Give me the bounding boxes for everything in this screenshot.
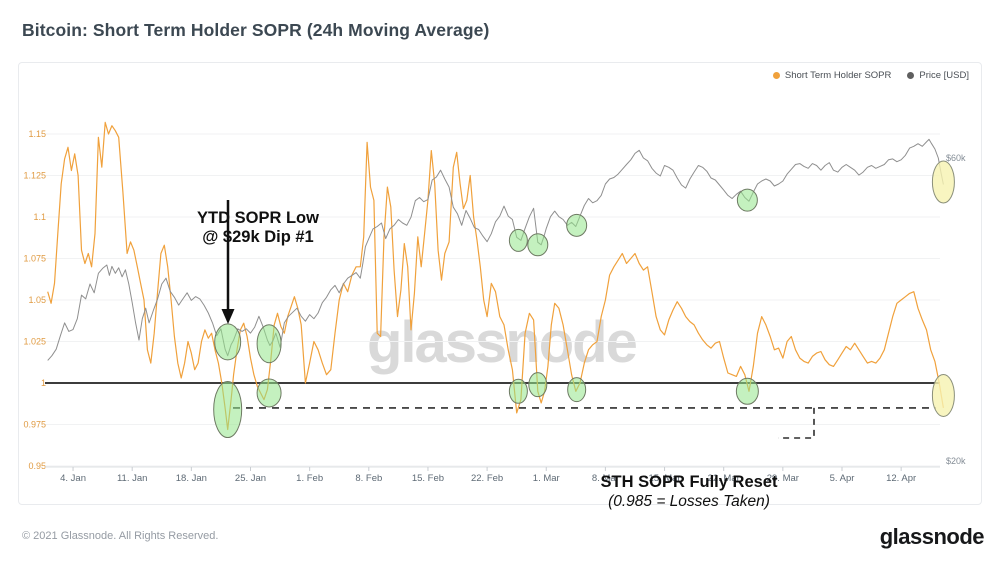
price-line	[47, 138, 944, 361]
x-axis-tick-label: 1. Feb	[296, 473, 323, 484]
annotation-reset-line2: (0.985 = Losses Taken)	[608, 492, 770, 510]
green-highlight-ellipse	[527, 233, 549, 257]
x-axis-tick-label: 15. Feb	[412, 473, 444, 484]
annotation-sth-sopr-reset: STH SOPR Fully Reset (0.985 = Losses Tak…	[574, 473, 804, 512]
x-axis-tick-label: 4. Jan	[60, 473, 86, 484]
green-highlight-ellipse	[735, 377, 759, 405]
left-axis-tick-label: 1.1	[33, 212, 46, 222]
left-axis-tick-label: 1.15	[28, 129, 46, 139]
left-axis-tick-label: 1.05	[28, 295, 46, 305]
left-axis-tick-label: 1	[41, 378, 46, 388]
sopr-legend-dot-icon	[772, 72, 780, 79]
x-axis-tick-label: 15. Mar	[648, 473, 680, 484]
x-axis-tick-label: 8. Feb	[355, 473, 382, 484]
copyright-text: © 2021 Glassnode. All Rights Reserved.	[22, 530, 219, 542]
x-axis-tick-label: 22. Mar	[708, 473, 740, 484]
yellow-highlight-ellipse	[931, 373, 955, 417]
sopr-line	[47, 121, 944, 431]
green-highlight-ellipse	[256, 378, 282, 408]
green-highlight-ellipse	[508, 228, 528, 252]
green-highlight-ellipse	[736, 188, 758, 212]
legend-item-price[interactable]: Price [USD]	[907, 70, 969, 81]
green-highlight-ellipse	[567, 377, 587, 403]
reset-callout-bracket	[778, 407, 815, 439]
x-axis-tick-label: 29. Mar	[767, 473, 799, 484]
legend-label-sopr: Short Term Holder SOPR	[784, 70, 892, 81]
x-axis-tick-label: 8. Mar	[592, 473, 619, 484]
annotation-ytd-line1: YTD SOPR Low	[197, 209, 319, 227]
left-axis-tick-label: 1.075	[23, 254, 46, 264]
x-axis-tick-label: 1. Mar	[533, 473, 560, 484]
x-axis-tick-label: 11. Jan	[117, 473, 147, 484]
page-title: Bitcoin: Short Term Holder SOPR (24h Mov…	[22, 20, 490, 40]
x-axis-tick-label: 22. Feb	[471, 473, 503, 484]
right-axis-tick-label: $60k	[946, 153, 966, 163]
green-highlight-ellipse	[214, 323, 242, 361]
ytd-low-arrowhead-icon	[221, 309, 235, 324]
annotation-ytd-sopr-low: YTD SOPR Low @ $29k Dip #1	[167, 209, 349, 247]
glassnode-logo: glassnode	[879, 524, 985, 549]
annotation-reset-line1: STH SOPR Fully Reset	[600, 473, 778, 491]
left-axis-tick-label: 0.975	[23, 420, 46, 430]
yellow-highlight-ellipse	[931, 160, 955, 204]
green-highlight-ellipse	[213, 381, 243, 439]
left-axis-tick-label: 1.025	[23, 337, 46, 347]
right-axis-tick-label: $20k	[946, 456, 966, 466]
chart-legend: Short Term Holder SOPR Price [USD]	[772, 70, 969, 81]
x-axis-tick-label: 12. Apr	[886, 473, 916, 484]
legend-item-sopr[interactable]: Short Term Holder SOPR	[772, 70, 892, 81]
x-axis-tick-label: 5. Apr	[830, 473, 855, 484]
annotation-ytd-line2: @ $29k Dip #1	[202, 227, 314, 246]
left-axis-tick-label: 1.125	[23, 171, 46, 181]
chart-card: glassnode 1.15 1.125 1.1 1.075 1.05 1.025 1 0.9…	[18, 62, 982, 510]
green-highlight-ellipse	[566, 213, 588, 237]
legend-label-price: Price [USD]	[919, 70, 969, 81]
left-axis-tick-label: 0.95	[28, 461, 46, 471]
x-axis-tick-label: 18. Jan	[176, 473, 207, 484]
x-axis-tick-label: 25. Jan	[235, 473, 266, 484]
green-highlight-ellipse	[256, 324, 282, 364]
green-highlight-ellipse	[508, 378, 528, 404]
green-highlight-ellipse	[528, 372, 548, 398]
price-legend-dot-icon	[907, 72, 915, 79]
